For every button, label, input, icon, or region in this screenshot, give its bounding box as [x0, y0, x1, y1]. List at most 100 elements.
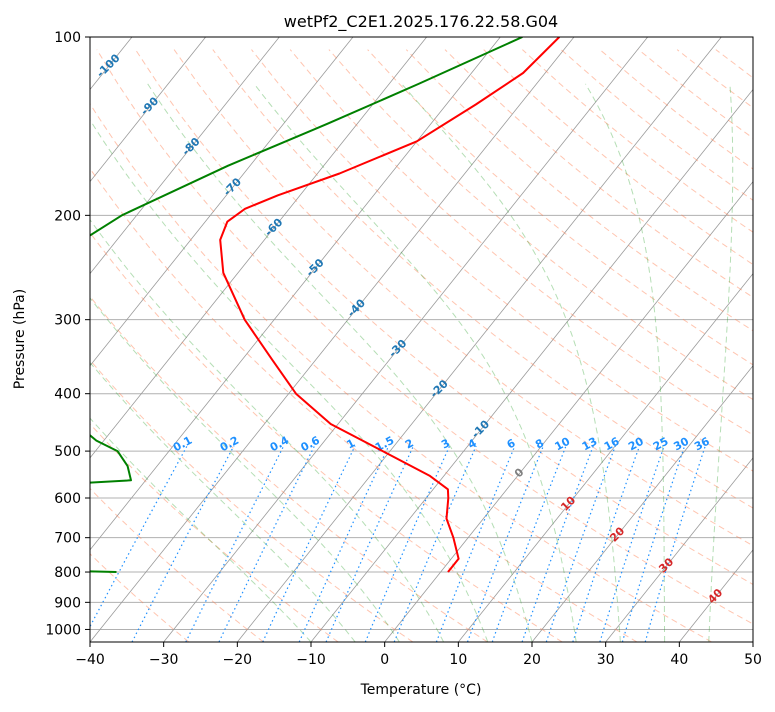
isotherm-label: 10: [558, 493, 578, 513]
mixing-ratio-line: [263, 446, 355, 642]
mixing-ratio-line: [219, 446, 315, 642]
y-tick-label: 900: [54, 595, 81, 611]
isotherm-label: 40: [705, 586, 725, 606]
x-tick-label: −30: [149, 652, 179, 668]
mixing-ratio-label: 8: [533, 436, 546, 451]
dry-adiabat: [406, 50, 775, 642]
mixing-ratio-line: [299, 446, 389, 642]
y-axis-title: Pressure (hPa): [12, 289, 28, 389]
skewed-isotherm: [0, 37, 58, 642]
mixing-ratio-line: [394, 446, 476, 642]
isotherm-label: -40: [345, 296, 368, 319]
dry-adiabat: [445, 50, 775, 642]
y-tick-label: 600: [54, 491, 81, 507]
y-tick-label: 300: [54, 313, 81, 329]
mixing-ratio-label: 30: [671, 435, 691, 454]
isotherm-label: -70: [221, 175, 244, 198]
mixing-ratio-line: [468, 446, 544, 642]
isotherm-label: -50: [303, 256, 326, 279]
dry-adiabat: [19, 50, 637, 642]
y-tick-label: 100: [54, 30, 81, 46]
mixing-ratio-line: [365, 446, 449, 642]
series-layer: [0, 37, 559, 572]
moist-adiabat: [0, 84, 399, 642]
chart-title: wetPf2_C2E1.2025.176.22.58.G04: [284, 12, 558, 32]
skewed-isotherm: [0, 37, 279, 642]
isotherm-label: -80: [179, 135, 202, 158]
y-tick-label: 500: [54, 444, 81, 460]
y-tick-label: 400: [54, 387, 81, 403]
mixing-ratio-label: 16: [602, 435, 622, 454]
dry-adiabat: [58, 50, 712, 642]
isotherm-label: -30: [386, 337, 409, 360]
y-tick-label: 200: [54, 208, 81, 224]
dry-adiabat: [755, 50, 775, 642]
dry-adiabat: [561, 50, 775, 642]
dry-adiabat: [213, 50, 775, 642]
x-tick-label: −10: [296, 652, 326, 668]
isotherm-label: -100: [94, 51, 123, 80]
skewed-isotherm: [90, 37, 574, 642]
skewed-isotherm: [311, 37, 775, 642]
dry-adiabat: [677, 50, 775, 642]
mixing-ratio-label: 10: [553, 435, 573, 454]
dry-adiabat: [639, 50, 775, 642]
y-axis: 100 200 300 400 500 600 700 800 900 1000: [45, 30, 90, 638]
mixing-ratio-label: 25: [651, 435, 671, 454]
mixing-ratio-line: [492, 446, 566, 642]
skewed-isotherm: [458, 37, 775, 642]
mixing-ratio-label: 13: [580, 435, 600, 454]
mixing-ratio-label: 2: [403, 436, 416, 451]
x-tick-label: 50: [744, 652, 762, 668]
dry-adiabat: [0, 50, 562, 642]
dry-adiabat: [0, 50, 488, 642]
mixing-ratio-line: [645, 446, 705, 642]
y-tick-label: 800: [54, 565, 81, 581]
skewed-isotherm: [0, 37, 427, 642]
mixing-ratio-label: 20: [626, 435, 646, 454]
moist-adiabat: [69, 84, 488, 642]
x-tick-label: −40: [75, 652, 105, 668]
moist-adiabat: [586, 84, 665, 642]
skewed-isotherm: [606, 37, 775, 642]
mixing-ratio-line: [326, 446, 413, 642]
skewed-isotherm: [0, 37, 353, 642]
y-tick-label: 1000: [45, 622, 81, 638]
x-tick-label: 30: [597, 652, 615, 668]
isotherm-label: -20: [428, 377, 451, 400]
dry-adiabat: [0, 50, 338, 642]
y-tick-label: 700: [54, 531, 81, 547]
isotherm-label: -90: [138, 94, 161, 117]
moist-adiabat: [254, 84, 576, 642]
dry-adiabat: [484, 50, 775, 642]
dry-adiabat: [716, 50, 775, 642]
moist-adiabat: [148, 84, 532, 642]
dry-adiabat: [0, 50, 189, 642]
mixing-ratio-line: [82, 446, 187, 642]
x-tick-label: 0: [380, 652, 389, 668]
x-tick-label: −20: [223, 652, 253, 668]
skewed-isotherm: [0, 37, 206, 642]
dry-adiabat: [0, 50, 413, 642]
background-lines: [0, 37, 775, 642]
x-tick-label: 20: [523, 652, 541, 668]
x-tick-label: 10: [449, 652, 467, 668]
moist-adiabat: [0, 84, 311, 642]
mixing-ratio-line: [522, 446, 593, 642]
moist-adiabat: [709, 84, 733, 642]
skewed-isotherm: [753, 37, 775, 642]
skewed-isotherm: [237, 37, 721, 642]
dry-adiabat: [290, 50, 775, 642]
mixing-ratio-line: [622, 446, 684, 642]
temperature-line: [220, 37, 559, 572]
x-tick-label: 40: [670, 652, 688, 668]
x-axis: −40 −30 −20 −10 0 10 20 30 40 50: [75, 642, 762, 668]
moist-adiabat: [0, 84, 355, 642]
skewed-isotherm: [164, 37, 648, 642]
mixing-ratio-line: [600, 446, 664, 642]
mixing-ratio-label: 6: [505, 436, 518, 451]
mixing-ratio-line: [186, 446, 284, 642]
